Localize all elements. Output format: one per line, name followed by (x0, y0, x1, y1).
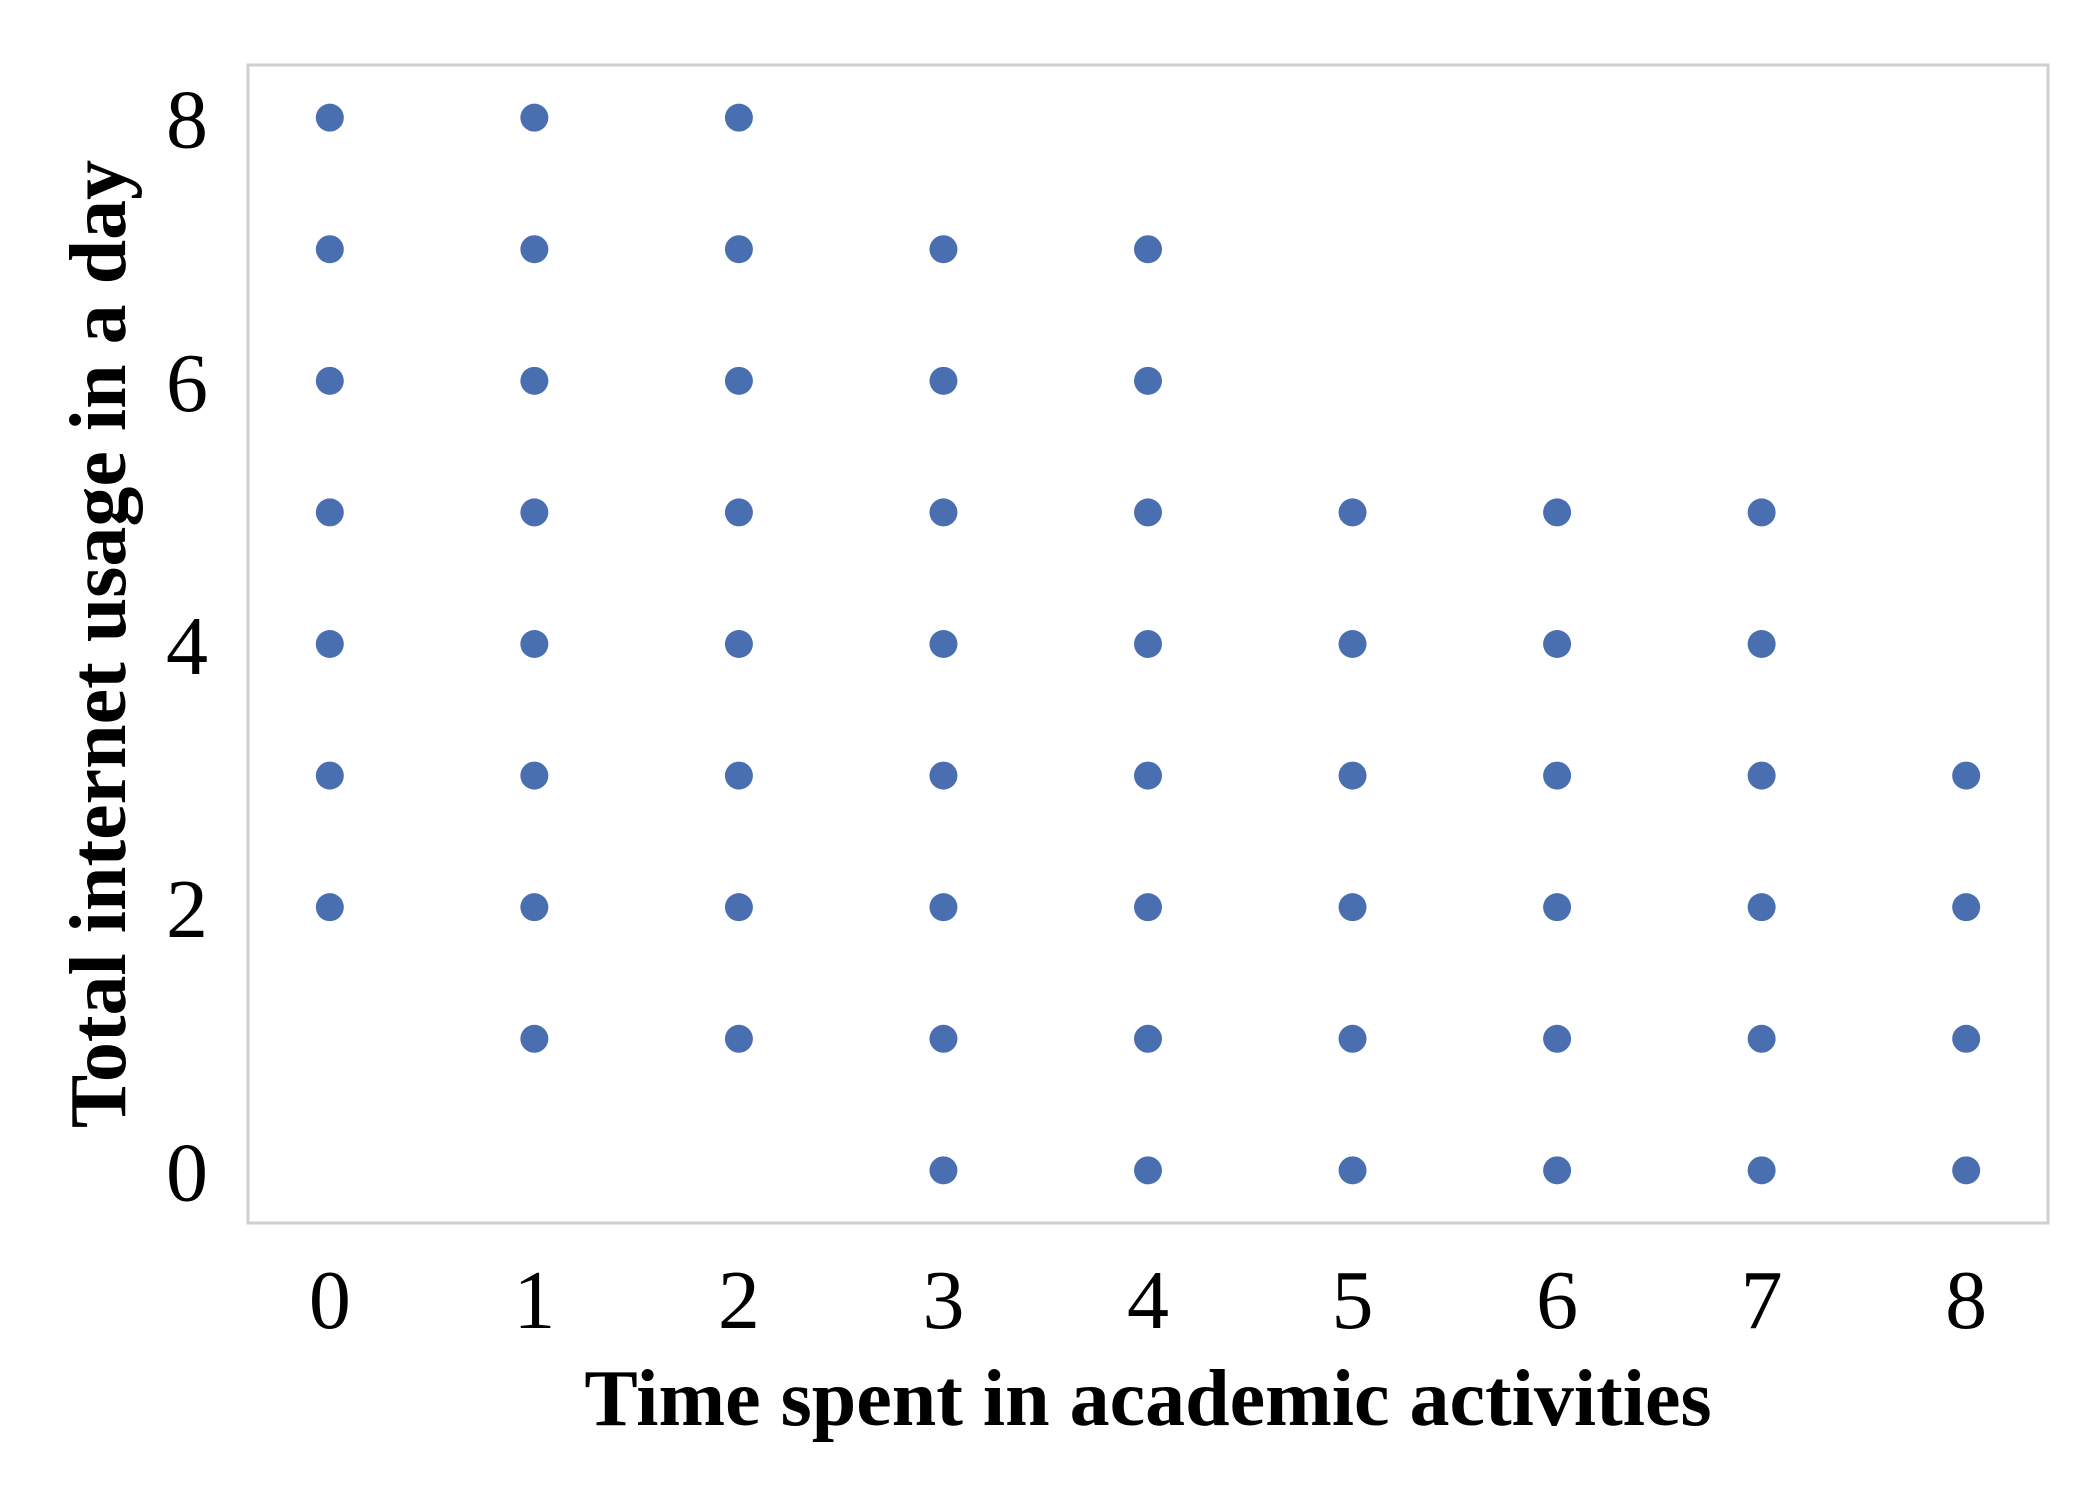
data-point-28 (929, 893, 958, 922)
x-axis-title: Time spent in academic activities (584, 1355, 1711, 1443)
data-point-48 (1543, 893, 1572, 922)
data-point-21 (724, 893, 753, 922)
data-point-14 (520, 1024, 549, 1053)
x-tick-label: 3 (922, 1254, 964, 1347)
data-point-47 (1543, 761, 1572, 790)
plot-area-frame (246, 63, 2050, 1225)
data-point-15 (724, 103, 753, 132)
data-point-56 (1747, 1156, 1776, 1185)
data-points (315, 103, 1981, 1185)
x-tick-label: 2 (718, 1254, 760, 1347)
y-tick-label: 4 (166, 600, 208, 693)
x-tick-label: 6 (1536, 1254, 1578, 1347)
data-point-49 (1543, 1024, 1572, 1053)
data-point-46 (1543, 630, 1572, 658)
y-axis-title: Total internet usage in a day (55, 160, 143, 1128)
data-point-53 (1747, 761, 1776, 790)
data-point-33 (1134, 498, 1162, 527)
data-point-18 (724, 498, 753, 527)
x-tick-label: 0 (309, 1254, 351, 1347)
x-axis-ticks: 0 1 2 3 4 5 6 7 8 (309, 1254, 1987, 1347)
data-point-25 (929, 498, 958, 527)
data-point-44 (1338, 1156, 1367, 1185)
data-point-17 (724, 366, 753, 395)
data-point-4 (315, 630, 344, 658)
data-point-8 (520, 235, 549, 264)
data-point-10 (520, 498, 549, 527)
data-point-41 (1338, 761, 1367, 790)
data-point-45 (1543, 498, 1572, 527)
data-point-27 (929, 761, 958, 790)
data-point-59 (1952, 1024, 1981, 1053)
data-point-38 (1134, 1156, 1162, 1185)
data-point-9 (520, 366, 549, 395)
x-tick-label: 8 (1945, 1254, 1987, 1347)
data-point-37 (1134, 1024, 1162, 1053)
y-tick-label: 6 (166, 337, 208, 430)
data-point-43 (1338, 1024, 1367, 1053)
data-point-3 (315, 498, 344, 527)
data-point-34 (1134, 630, 1162, 658)
x-tick-label: 1 (513, 1254, 555, 1347)
data-point-13 (520, 893, 549, 922)
data-point-26 (929, 630, 958, 658)
x-tick-label: 5 (1332, 1254, 1374, 1347)
y-axis-ticks: 0 2 4 6 8 (166, 74, 208, 1220)
data-point-20 (724, 761, 753, 790)
data-point-6 (315, 893, 344, 922)
data-point-16 (724, 235, 753, 264)
x-tick-label: 4 (1127, 1254, 1169, 1347)
data-point-23 (929, 235, 958, 264)
data-point-57 (1952, 761, 1981, 790)
data-point-22 (724, 1024, 753, 1053)
data-point-39 (1338, 498, 1367, 527)
x-tick-label: 7 (1741, 1254, 1783, 1347)
data-point-35 (1134, 761, 1162, 790)
data-point-58 (1952, 893, 1981, 922)
data-point-31 (1134, 235, 1162, 264)
data-point-24 (929, 366, 958, 395)
data-point-36 (1134, 893, 1162, 922)
data-point-19 (724, 630, 753, 658)
data-point-52 (1747, 630, 1776, 658)
data-point-12 (520, 761, 549, 790)
data-point-32 (1134, 366, 1162, 395)
data-point-7 (520, 103, 549, 132)
data-point-50 (1543, 1156, 1572, 1185)
data-point-0 (315, 103, 344, 132)
y-tick-label: 8 (166, 74, 208, 167)
data-point-55 (1747, 1024, 1776, 1053)
data-point-40 (1338, 630, 1367, 658)
data-point-29 (929, 1024, 958, 1053)
data-point-42 (1338, 893, 1367, 922)
data-point-60 (1952, 1156, 1981, 1185)
data-point-1 (315, 235, 344, 264)
data-point-5 (315, 761, 344, 790)
data-point-11 (520, 630, 549, 658)
data-point-30 (929, 1156, 958, 1185)
y-tick-label: 2 (166, 863, 208, 956)
y-tick-label: 0 (166, 1126, 208, 1219)
data-point-51 (1747, 498, 1776, 527)
data-point-54 (1747, 893, 1776, 922)
data-point-2 (315, 366, 344, 395)
